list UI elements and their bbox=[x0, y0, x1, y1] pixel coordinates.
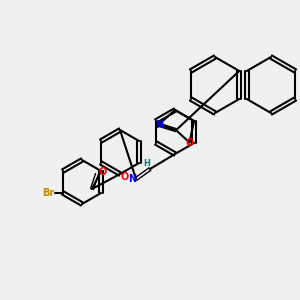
Text: O: O bbox=[185, 137, 194, 148]
Text: O: O bbox=[121, 172, 129, 182]
Text: N: N bbox=[156, 120, 164, 130]
Text: H: H bbox=[144, 158, 150, 167]
Text: N: N bbox=[128, 174, 136, 184]
Text: O: O bbox=[99, 167, 107, 177]
Text: Br: Br bbox=[42, 188, 54, 198]
